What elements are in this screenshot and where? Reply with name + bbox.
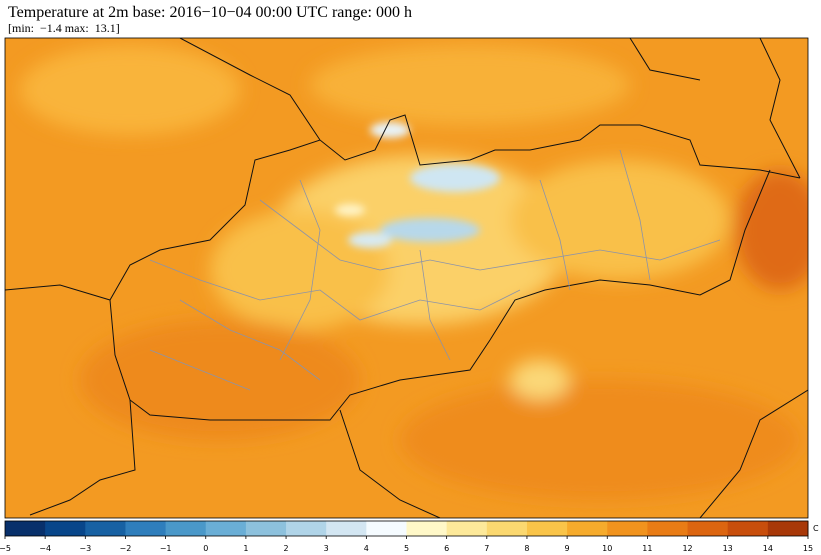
- colorbar-segment: [245, 521, 287, 536]
- colorbar-tick-label: −3: [79, 544, 91, 553]
- colorbar-segment: [687, 521, 729, 536]
- colorbar-tick-label: 7: [484, 544, 489, 553]
- colorbar-tick-label: 8: [524, 544, 529, 553]
- colorbar-tick-label: 11: [642, 544, 652, 553]
- colorbar-segment: [486, 521, 528, 536]
- colorbar-segment: [366, 521, 407, 536]
- map-frame: [4, 37, 809, 519]
- colorbar-segment: [286, 521, 327, 536]
- colorbar-segment: [446, 521, 488, 536]
- colorbar-tick-label: 10: [602, 544, 612, 553]
- colorbar-tick-label: 15: [803, 544, 813, 553]
- colorbar-segment: [125, 521, 167, 536]
- colorbar-tick-label: −5: [0, 544, 11, 553]
- colorbar-tick-label: −4: [39, 544, 51, 553]
- colorbar-segment: [567, 521, 608, 536]
- colorbar-segment: [647, 521, 689, 536]
- colorbar-tick-label: 3: [324, 544, 329, 553]
- colorbar-segment: [85, 521, 126, 536]
- colorbar-segment: [326, 521, 367, 536]
- colorbar-unit: C: [813, 524, 819, 533]
- title: Temperature at 2m base: 2016−10−04 00:00…: [8, 4, 412, 21]
- temperature-map: [5, 38, 808, 518]
- colorbar-segment: [526, 521, 568, 536]
- colorbar-segment: [205, 521, 247, 536]
- colorbar: −5 −4 −3 −2 −1 0 1 2 3 4 5 6 7 8 9 10 11 12 13 14 15: [0, 520, 813, 553]
- colorbar-segment: [165, 521, 207, 536]
- colorbar-segment: [406, 521, 448, 536]
- colorbar-tick-label: −2: [120, 544, 132, 553]
- colorbar-tick-label: 4: [364, 544, 369, 553]
- colorbar-tick-label: 12: [682, 544, 692, 553]
- colorbar-segment: [607, 521, 648, 536]
- colorbar-segment: [727, 521, 769, 536]
- colorbar-tick-label: 13: [723, 544, 733, 553]
- colorbar-segment: [767, 521, 809, 536]
- colorbar-segment: [5, 521, 46, 536]
- colorbar-tick-label: 1: [243, 544, 248, 553]
- colorbar-tick-label: −1: [160, 544, 172, 553]
- colorbar-tick-label: 0: [203, 544, 208, 553]
- colorbar-tick-label: 9: [565, 544, 570, 553]
- min-max: [min: −1.4 max: 13.1]: [8, 21, 120, 35]
- colorbar-tick-label: 5: [404, 544, 409, 553]
- colorbar-segment: [45, 521, 86, 536]
- colorbar-tick-label: 2: [284, 544, 289, 553]
- colorbar-tick-label: 14: [763, 544, 773, 553]
- colorbar-tick-label: 6: [444, 544, 449, 553]
